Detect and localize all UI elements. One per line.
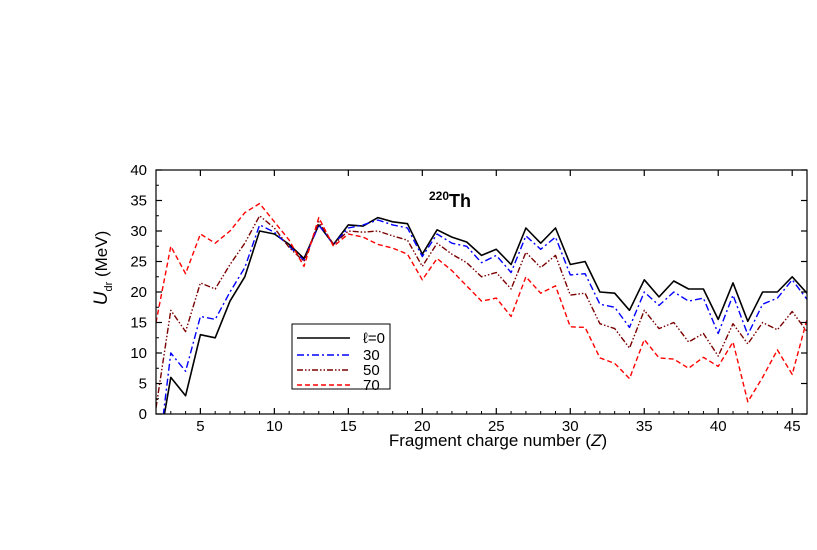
- legend-label-2: 30: [363, 347, 380, 364]
- y-tick-label: 35: [130, 193, 147, 210]
- annotation-superscript: 220: [429, 189, 449, 203]
- y-axis-label-subscript: dr: [103, 281, 115, 291]
- y-tick-label: 5: [139, 376, 147, 393]
- y-tick-label: 10: [130, 345, 147, 362]
- legend-label-3: 50: [363, 362, 380, 379]
- legend-label-1: ℓ=0: [363, 330, 385, 347]
- x-tick-label: 5: [196, 418, 204, 435]
- series-layer: [156, 202, 807, 414]
- y-tick-label: 0: [139, 406, 147, 423]
- x-tick-label: 30: [562, 418, 579, 435]
- x-axis-label: Fragment charge number (Z): [389, 431, 607, 450]
- legend-label-4: 70: [363, 377, 380, 394]
- y-axis-label-unit: (MeV): [92, 231, 111, 282]
- x-tick-label: 10: [266, 418, 283, 435]
- y-tick-label: 20: [130, 284, 147, 301]
- y-tick-label: 15: [130, 315, 147, 332]
- x-tick-label: 25: [488, 418, 505, 435]
- y-tick-label: 30: [130, 223, 147, 240]
- x-axis-label-variable: Z: [590, 431, 602, 450]
- x-tick-label: 45: [784, 418, 801, 435]
- x-axis-label-text: Fragment charge number (: [389, 431, 592, 450]
- axes-layer: 5 10 15 20 25 30 35 40 45 0 5 10 15 20 25 30 35 40: [130, 162, 808, 435]
- series-line-1: [163, 216, 807, 414]
- series-line-4: [156, 202, 807, 403]
- plot-frame: [155, 169, 808, 415]
- series-line-3: [156, 215, 807, 409]
- y-tick-label: 25: [130, 254, 147, 271]
- series-line-2: [162, 219, 807, 414]
- x-axis-label-suffix: ): [601, 431, 607, 450]
- x-tick-label: 35: [636, 418, 653, 435]
- x-tick-label: 20: [414, 418, 431, 435]
- chart-annotation: 220Th: [429, 189, 471, 211]
- x-tick-label: 40: [710, 418, 727, 435]
- x-tick-label: 15: [340, 418, 357, 435]
- y-axis-label: Udr (MeV): [91, 231, 115, 306]
- legend-box: [291, 323, 391, 390]
- y-axis-label-variable: U: [91, 291, 112, 305]
- annotation-text: Th: [449, 191, 471, 211]
- y-tick-label: 40: [130, 162, 147, 179]
